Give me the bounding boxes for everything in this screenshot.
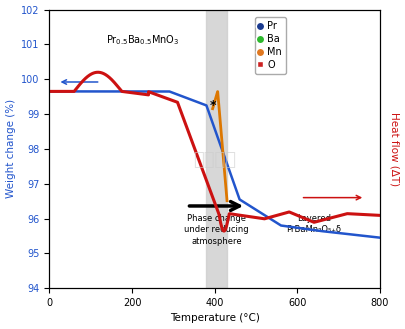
- Legend: Pr, Ba, Mn, O: Pr, Ba, Mn, O: [255, 17, 286, 74]
- Y-axis label: Heat flow (ΔT): Heat flow (ΔT): [390, 112, 399, 186]
- Text: Layered
PrBaMn₂O₅₊δ: Layered PrBaMn₂O₅₊δ: [286, 214, 341, 235]
- Text: 이데일리: 이데일리: [193, 151, 236, 169]
- Text: Phase change
under reducing
atmosphere: Phase change under reducing atmosphere: [184, 214, 249, 245]
- Y-axis label: Weight change (%): Weight change (%): [6, 99, 15, 198]
- Text: $\mathrm{Pr_{0.5}Ba_{0.5}MnO_3}$: $\mathrm{Pr_{0.5}Ba_{0.5}MnO_3}$: [106, 33, 179, 47]
- Bar: [207, 10, 227, 288]
- X-axis label: Temperature (°C): Temperature (°C): [170, 314, 260, 323]
- Text: *: *: [210, 99, 217, 112]
